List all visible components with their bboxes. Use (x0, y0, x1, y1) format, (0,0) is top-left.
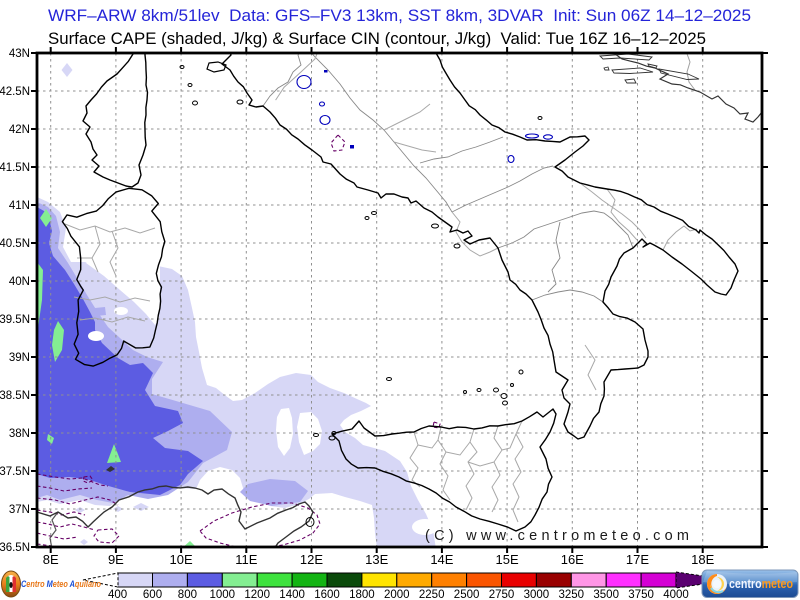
svg-text:42.5N: 42.5N (0, 86, 30, 98)
svg-text:40N: 40N (9, 276, 30, 288)
svg-text:37.5N: 37.5N (0, 466, 30, 478)
svg-text:800: 800 (178, 589, 197, 600)
svg-text:2000: 2000 (384, 589, 410, 600)
svg-text:43N: 43N (9, 48, 30, 60)
svg-text:39N: 39N (9, 352, 30, 364)
svg-text:12E: 12E (300, 552, 323, 567)
svg-text:8E: 8E (43, 552, 59, 567)
svg-text:4000: 4000 (663, 589, 689, 600)
svg-text:16E: 16E (561, 552, 584, 567)
svg-text:17E: 17E (626, 552, 649, 567)
svg-text:36.5N: 36.5N (0, 542, 30, 554)
svg-text:15E: 15E (496, 552, 519, 567)
svg-text:41N: 41N (9, 200, 30, 212)
svg-text:38.5N: 38.5N (0, 390, 30, 402)
svg-text:13E: 13E (365, 552, 388, 567)
svg-text:10E: 10E (170, 552, 193, 567)
svg-text:1600: 1600 (314, 589, 340, 600)
svg-text:11E: 11E (235, 552, 257, 567)
svg-text:42N: 42N (9, 124, 30, 136)
svg-text:1800: 1800 (349, 589, 375, 600)
svg-text:Centro Meteo Aquilano: Centro Meteo Aquilano (21, 579, 101, 590)
svg-text:(C) www.centrometeo.com: (C) www.centrometeo.com (425, 528, 689, 544)
svg-text:3000: 3000 (524, 589, 550, 600)
svg-text:37N: 37N (9, 504, 30, 516)
svg-text:2750: 2750 (489, 589, 515, 600)
svg-text:3250: 3250 (559, 589, 585, 600)
svg-text:9E: 9E (108, 552, 124, 567)
svg-text:3500: 3500 (593, 589, 619, 600)
svg-text:41.5N: 41.5N (0, 162, 30, 174)
svg-text:3750: 3750 (628, 589, 654, 600)
svg-text:40.5N: 40.5N (0, 238, 30, 250)
svg-text:centrometeo: centrometeo (729, 577, 793, 591)
svg-text:2250: 2250 (419, 589, 445, 600)
svg-text:Surface CAPE (shaded, J/kg) &: Surface CAPE (shaded, J/kg) & Surface CI… (48, 29, 706, 48)
svg-text:1000: 1000 (210, 589, 236, 600)
svg-text:2500: 2500 (454, 589, 480, 600)
svg-text:38N: 38N (9, 428, 30, 440)
svg-text:18E: 18E (691, 552, 714, 567)
svg-text:WRF–ARW 8km/51lev Data: GFS–F: WRF–ARW 8km/51lev Data: GFS–FV3 13km, SS… (48, 6, 751, 25)
svg-text:14E: 14E (430, 552, 453, 567)
svg-text:600: 600 (143, 589, 162, 600)
svg-text:39.5N: 39.5N (0, 314, 30, 326)
svg-text:1400: 1400 (279, 589, 305, 600)
svg-text:1200: 1200 (244, 589, 270, 600)
svg-text:400: 400 (108, 589, 127, 600)
